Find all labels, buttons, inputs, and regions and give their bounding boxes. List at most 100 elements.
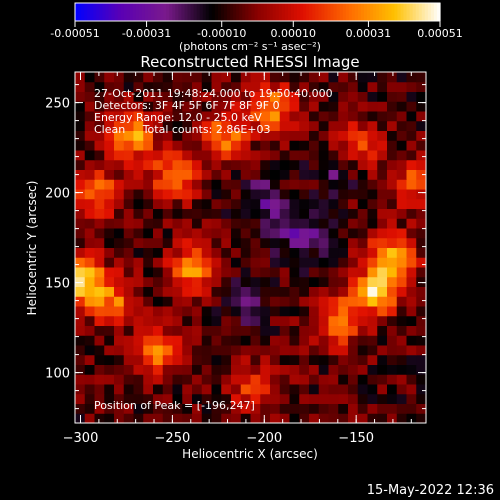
heatmap-cell [387, 257, 397, 267]
heatmap-cell [290, 257, 300, 267]
heatmap-cell [221, 365, 231, 375]
heatmap-cell [368, 316, 378, 326]
heatmap-cell [212, 238, 222, 248]
heatmap-cell [329, 72, 339, 82]
heatmap-cell [202, 189, 212, 199]
heatmap-cell [241, 257, 251, 267]
heatmap-cell [309, 150, 319, 160]
heatmap-cell [104, 384, 114, 394]
heatmap-cell [377, 131, 387, 141]
heatmap-cell [397, 404, 407, 414]
heatmap-cell [124, 316, 134, 326]
heatmap-cell [212, 267, 222, 277]
annotation-method-counts: Clean Total counts: 2.86E+03 [94, 123, 271, 136]
heatmap-cell [348, 92, 358, 102]
heatmap-cell [397, 111, 407, 121]
heatmap-cell [75, 121, 85, 131]
heatmap-cell [299, 316, 309, 326]
heatmap-cell [95, 218, 105, 228]
heatmap-cell [270, 140, 280, 150]
heatmap-cell [163, 199, 173, 209]
heatmap-cell [280, 394, 290, 404]
heatmap-cell [416, 394, 426, 404]
heatmap-cell [192, 257, 202, 267]
heatmap-cell [338, 131, 348, 141]
heatmap-cell [241, 199, 251, 209]
heatmap-cell [416, 365, 426, 375]
heatmap-cell [368, 296, 378, 306]
heatmap-cell [309, 306, 319, 316]
heatmap-cell [192, 140, 202, 150]
heatmap-cell [290, 404, 300, 414]
heatmap-cell [124, 277, 134, 287]
heatmap-cell [368, 209, 378, 219]
heatmap-cell [260, 365, 270, 375]
heatmap-cell [212, 150, 222, 160]
heatmap-cell [173, 248, 183, 258]
heatmap-cell [260, 287, 270, 297]
heatmap-cell [75, 326, 85, 336]
heatmap-cell [397, 316, 407, 326]
heatmap-cell [407, 238, 417, 248]
heatmap-cell [260, 404, 270, 414]
heatmap-cell [270, 355, 280, 365]
heatmap-cell [231, 209, 241, 219]
heatmap-cell [329, 267, 339, 277]
heatmap-cell [358, 248, 368, 258]
heatmap-cell [319, 209, 329, 219]
heatmap-cell [221, 277, 231, 287]
heatmap-cell [231, 277, 241, 287]
heatmap-cell [143, 296, 153, 306]
heatmap-cell [338, 199, 348, 209]
heatmap-cell [338, 374, 348, 384]
heatmap-cell [221, 150, 231, 160]
heatmap-cell [290, 121, 300, 131]
heatmap-cell [329, 404, 339, 414]
heatmap-cell [348, 150, 358, 160]
heatmap-cell [280, 326, 290, 336]
heatmap-cell [231, 257, 241, 267]
heatmap-cell [368, 160, 378, 170]
heatmap-cell [377, 140, 387, 150]
heatmap-cell [377, 326, 387, 336]
heatmap-cell [329, 257, 339, 267]
heatmap-cell [397, 121, 407, 131]
heatmap-cell [153, 384, 163, 394]
heatmap-cell [173, 277, 183, 287]
heatmap-cell [75, 384, 85, 394]
heatmap-cell [75, 257, 85, 267]
heatmap-cell [319, 316, 329, 326]
heatmap-cell [260, 218, 270, 228]
heatmap-cell [192, 345, 202, 355]
heatmap-cell [348, 72, 358, 82]
heatmap-cell [319, 248, 329, 258]
heatmap-cell [114, 355, 124, 365]
heatmap-cell [124, 150, 134, 160]
heatmap-cell [348, 170, 358, 180]
heatmap-cell [280, 287, 290, 297]
heatmap-cell [163, 335, 173, 345]
heatmap-cell [95, 345, 105, 355]
heatmap-cell [416, 306, 426, 316]
heatmap-cell [338, 277, 348, 287]
heatmap-cell [377, 150, 387, 160]
heatmap-cell [173, 179, 183, 189]
heatmap-cell [368, 179, 378, 189]
heatmap-cell [397, 306, 407, 316]
heatmap-cell [104, 248, 114, 258]
heatmap-cell [231, 189, 241, 199]
heatmap-cell [329, 199, 339, 209]
heatmap-cell [143, 199, 153, 209]
heatmap-cell [114, 277, 124, 287]
heatmap-cell [212, 72, 222, 82]
heatmap-cell [124, 257, 134, 267]
heatmap-cell [85, 306, 95, 316]
heatmap-cell [309, 355, 319, 365]
heatmap-cell [212, 140, 222, 150]
heatmap-cell [348, 326, 358, 336]
heatmap-cell [348, 218, 358, 228]
heatmap-cell [260, 384, 270, 394]
heatmap-cell [348, 121, 358, 131]
heatmap-cell [212, 218, 222, 228]
heatmap-cell [368, 170, 378, 180]
